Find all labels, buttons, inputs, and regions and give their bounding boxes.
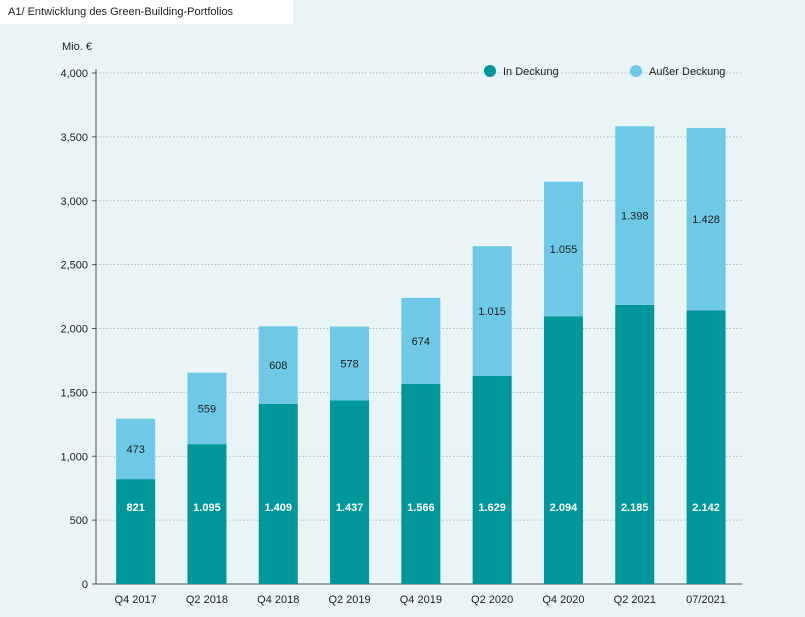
data-label-in-deckung: 1.566 bbox=[407, 502, 435, 514]
bar-in-deckung bbox=[615, 304, 655, 584]
x-tick-label: Q4 2020 bbox=[542, 594, 584, 606]
y-tick-label: 0 bbox=[82, 579, 88, 591]
y-tick-label: 3,500 bbox=[60, 132, 88, 144]
data-label-ausser-deckung: 1.428 bbox=[692, 214, 720, 226]
x-tick-label: Q4 2018 bbox=[257, 594, 299, 606]
bars: 821 473 1.095 559 1.409 608 1.437 578 1.566 674 1.… bbox=[116, 126, 726, 584]
data-label-ausser-deckung: 1.398 bbox=[621, 211, 649, 223]
x-tick-label: Q2 2018 bbox=[186, 594, 228, 606]
legend-label: Außer Deckung bbox=[649, 66, 725, 78]
data-label-in-deckung: 2.185 bbox=[621, 502, 649, 514]
bar-in-deckung bbox=[472, 375, 512, 584]
bar-in-deckung bbox=[686, 310, 726, 584]
bar-ausser-deckung bbox=[116, 418, 156, 480]
bar-ausser-deckung bbox=[543, 181, 583, 317]
bar-in-deckung bbox=[116, 479, 156, 584]
bar-in-deckung bbox=[187, 444, 227, 584]
legend-marker bbox=[630, 65, 642, 77]
y-tick-label: 500 bbox=[70, 515, 88, 527]
x-tick-label: Q2 2021 bbox=[614, 594, 656, 606]
x-tick-label: Q2 2020 bbox=[471, 594, 513, 606]
chart-title: A1/ Entwicklung des Green-Building-Portf… bbox=[0, 0, 293, 24]
data-label-in-deckung: 1.095 bbox=[193, 502, 221, 514]
data-label-ausser-deckung: 1.015 bbox=[478, 306, 506, 318]
data-label-in-deckung: 1.409 bbox=[264, 502, 292, 514]
x-tick-label: Q4 2019 bbox=[400, 594, 442, 606]
data-label-ausser-deckung: 608 bbox=[269, 360, 287, 372]
data-label-in-deckung: 2.094 bbox=[550, 502, 578, 514]
bar-ausser-deckung bbox=[258, 326, 298, 405]
y-tick-label: 2,000 bbox=[60, 324, 88, 336]
data-label-in-deckung: 1.629 bbox=[478, 502, 506, 514]
y-tick-label: 2,500 bbox=[60, 260, 88, 272]
data-label-in-deckung: 2.142 bbox=[692, 502, 720, 514]
data-label-ausser-deckung: 578 bbox=[340, 359, 358, 371]
legend: In Deckung Außer Deckung bbox=[484, 65, 725, 78]
data-label-ausser-deckung: 1.055 bbox=[550, 244, 578, 256]
bar-ausser-deckung bbox=[686, 127, 726, 311]
bar-in-deckung bbox=[401, 383, 441, 584]
data-label-ausser-deckung: 473 bbox=[126, 444, 144, 456]
bar-ausser-deckung bbox=[330, 326, 370, 401]
data-label-ausser-deckung: 559 bbox=[198, 403, 216, 415]
data-label-ausser-deckung: 674 bbox=[412, 336, 430, 348]
bar-in-deckung bbox=[330, 400, 370, 584]
bar-in-deckung bbox=[258, 404, 298, 584]
y-tick-label: 3,000 bbox=[60, 196, 88, 208]
data-label-in-deckung: 821 bbox=[126, 502, 144, 514]
bar-ausser-deckung bbox=[615, 126, 655, 305]
x-tick-label: 07/2021 bbox=[686, 594, 726, 606]
y-tick-labels: 0 500 1,000 1,500 2,000 2,500 3,000 3,500 4,000 bbox=[60, 68, 88, 591]
data-label-in-deckung: 1.437 bbox=[336, 502, 364, 514]
bar-ausser-deckung bbox=[187, 372, 227, 445]
y-tick-label: 1,500 bbox=[60, 387, 88, 399]
bar-in-deckung bbox=[543, 316, 583, 584]
x-tick-label: Q2 2019 bbox=[328, 594, 370, 606]
y-axis-label: Mio. € bbox=[62, 41, 92, 53]
legend-marker bbox=[484, 65, 496, 77]
x-tick-labels: Q4 2017 Q2 2018 Q4 2018 Q2 2019 Q4 2019 Q2 20… bbox=[115, 594, 726, 606]
x-tick-label: Q4 2017 bbox=[115, 594, 157, 606]
bar-ausser-deckung bbox=[401, 297, 441, 384]
y-tick-label: 1,000 bbox=[60, 451, 88, 463]
y-tick-label: 4,000 bbox=[60, 68, 88, 80]
legend-label: In Deckung bbox=[503, 66, 559, 78]
bar-ausser-deckung bbox=[472, 246, 512, 376]
